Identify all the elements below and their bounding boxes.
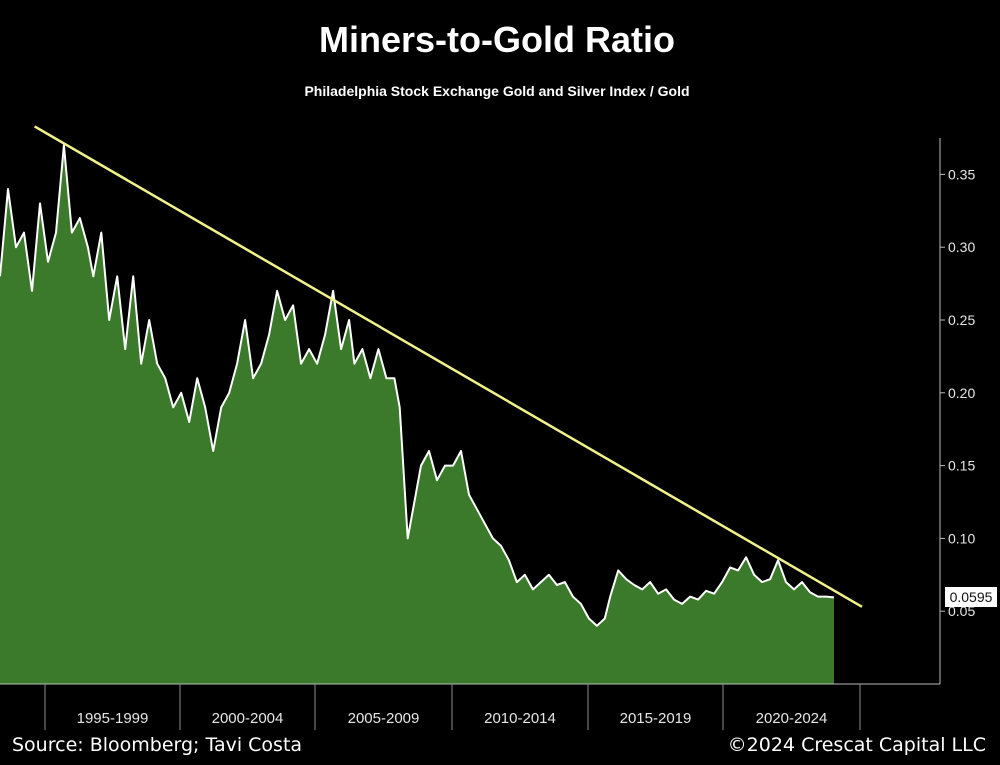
last-value-marker: 0.0595 <box>945 587 997 607</box>
last-value-label: 0.0595 <box>950 589 993 605</box>
y-tick-label: 0.15 <box>948 458 975 474</box>
x-tick-label: 2000-2004 <box>212 710 284 727</box>
y-axis: 0.05 0.10 0.15 0.20 0.25 0.30 0.35 <box>939 138 975 684</box>
last-value-box <box>945 587 997 607</box>
x-tick-label: 2015-2019 <box>620 710 692 727</box>
series-area-fill <box>0 145 834 685</box>
x-tick-label: 1995-1999 <box>77 710 149 727</box>
series-line <box>0 144 835 627</box>
copyright-note: ©2024 Crescat Capital LLC <box>728 734 986 756</box>
y-tick-label: 0.05 <box>948 603 975 619</box>
plot-area <box>0 125 863 685</box>
source-note: Source: Bloomberg; Tavi Costa <box>12 734 302 756</box>
chart-subtitle: Philadelphia Stock Exchange Gold and Sil… <box>304 83 689 99</box>
y-tick-label: 0.25 <box>948 312 975 328</box>
x-tick-label: 2005-2009 <box>348 710 420 727</box>
chart-title: Miners-to-Gold Ratio <box>319 19 675 60</box>
y-tick-label: 0.35 <box>948 166 975 182</box>
y-tick-label: 0.30 <box>948 239 975 255</box>
x-tick-label: 2010-2014 <box>484 710 556 727</box>
y-tick-label: 0.20 <box>948 385 975 401</box>
trendline <box>33 125 863 608</box>
x-axis: 1995-1999 2000-2004 2005-2009 2010-2014 2015… <box>0 683 940 730</box>
x-tick-label: 2020-2024 <box>756 710 828 727</box>
y-tick-label: 0.10 <box>948 530 975 546</box>
